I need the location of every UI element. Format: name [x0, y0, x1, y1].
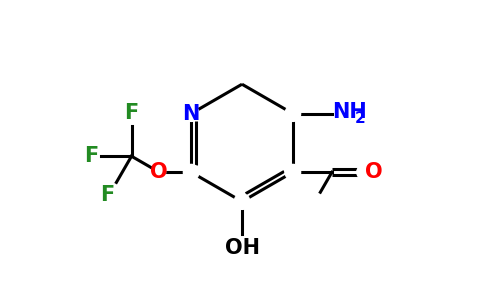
Text: F: F	[100, 185, 115, 205]
Text: OH: OH	[225, 238, 259, 258]
Circle shape	[285, 106, 301, 122]
Text: O: O	[151, 162, 168, 182]
Circle shape	[153, 166, 166, 178]
Circle shape	[285, 164, 301, 180]
Text: O: O	[364, 162, 382, 182]
Text: F: F	[124, 103, 138, 123]
Circle shape	[183, 106, 199, 122]
Circle shape	[183, 164, 199, 180]
Text: N: N	[182, 103, 200, 124]
Circle shape	[357, 165, 371, 179]
Circle shape	[234, 194, 250, 209]
Text: NH: NH	[333, 102, 367, 122]
Text: 2: 2	[354, 111, 365, 126]
Text: F: F	[84, 146, 98, 166]
